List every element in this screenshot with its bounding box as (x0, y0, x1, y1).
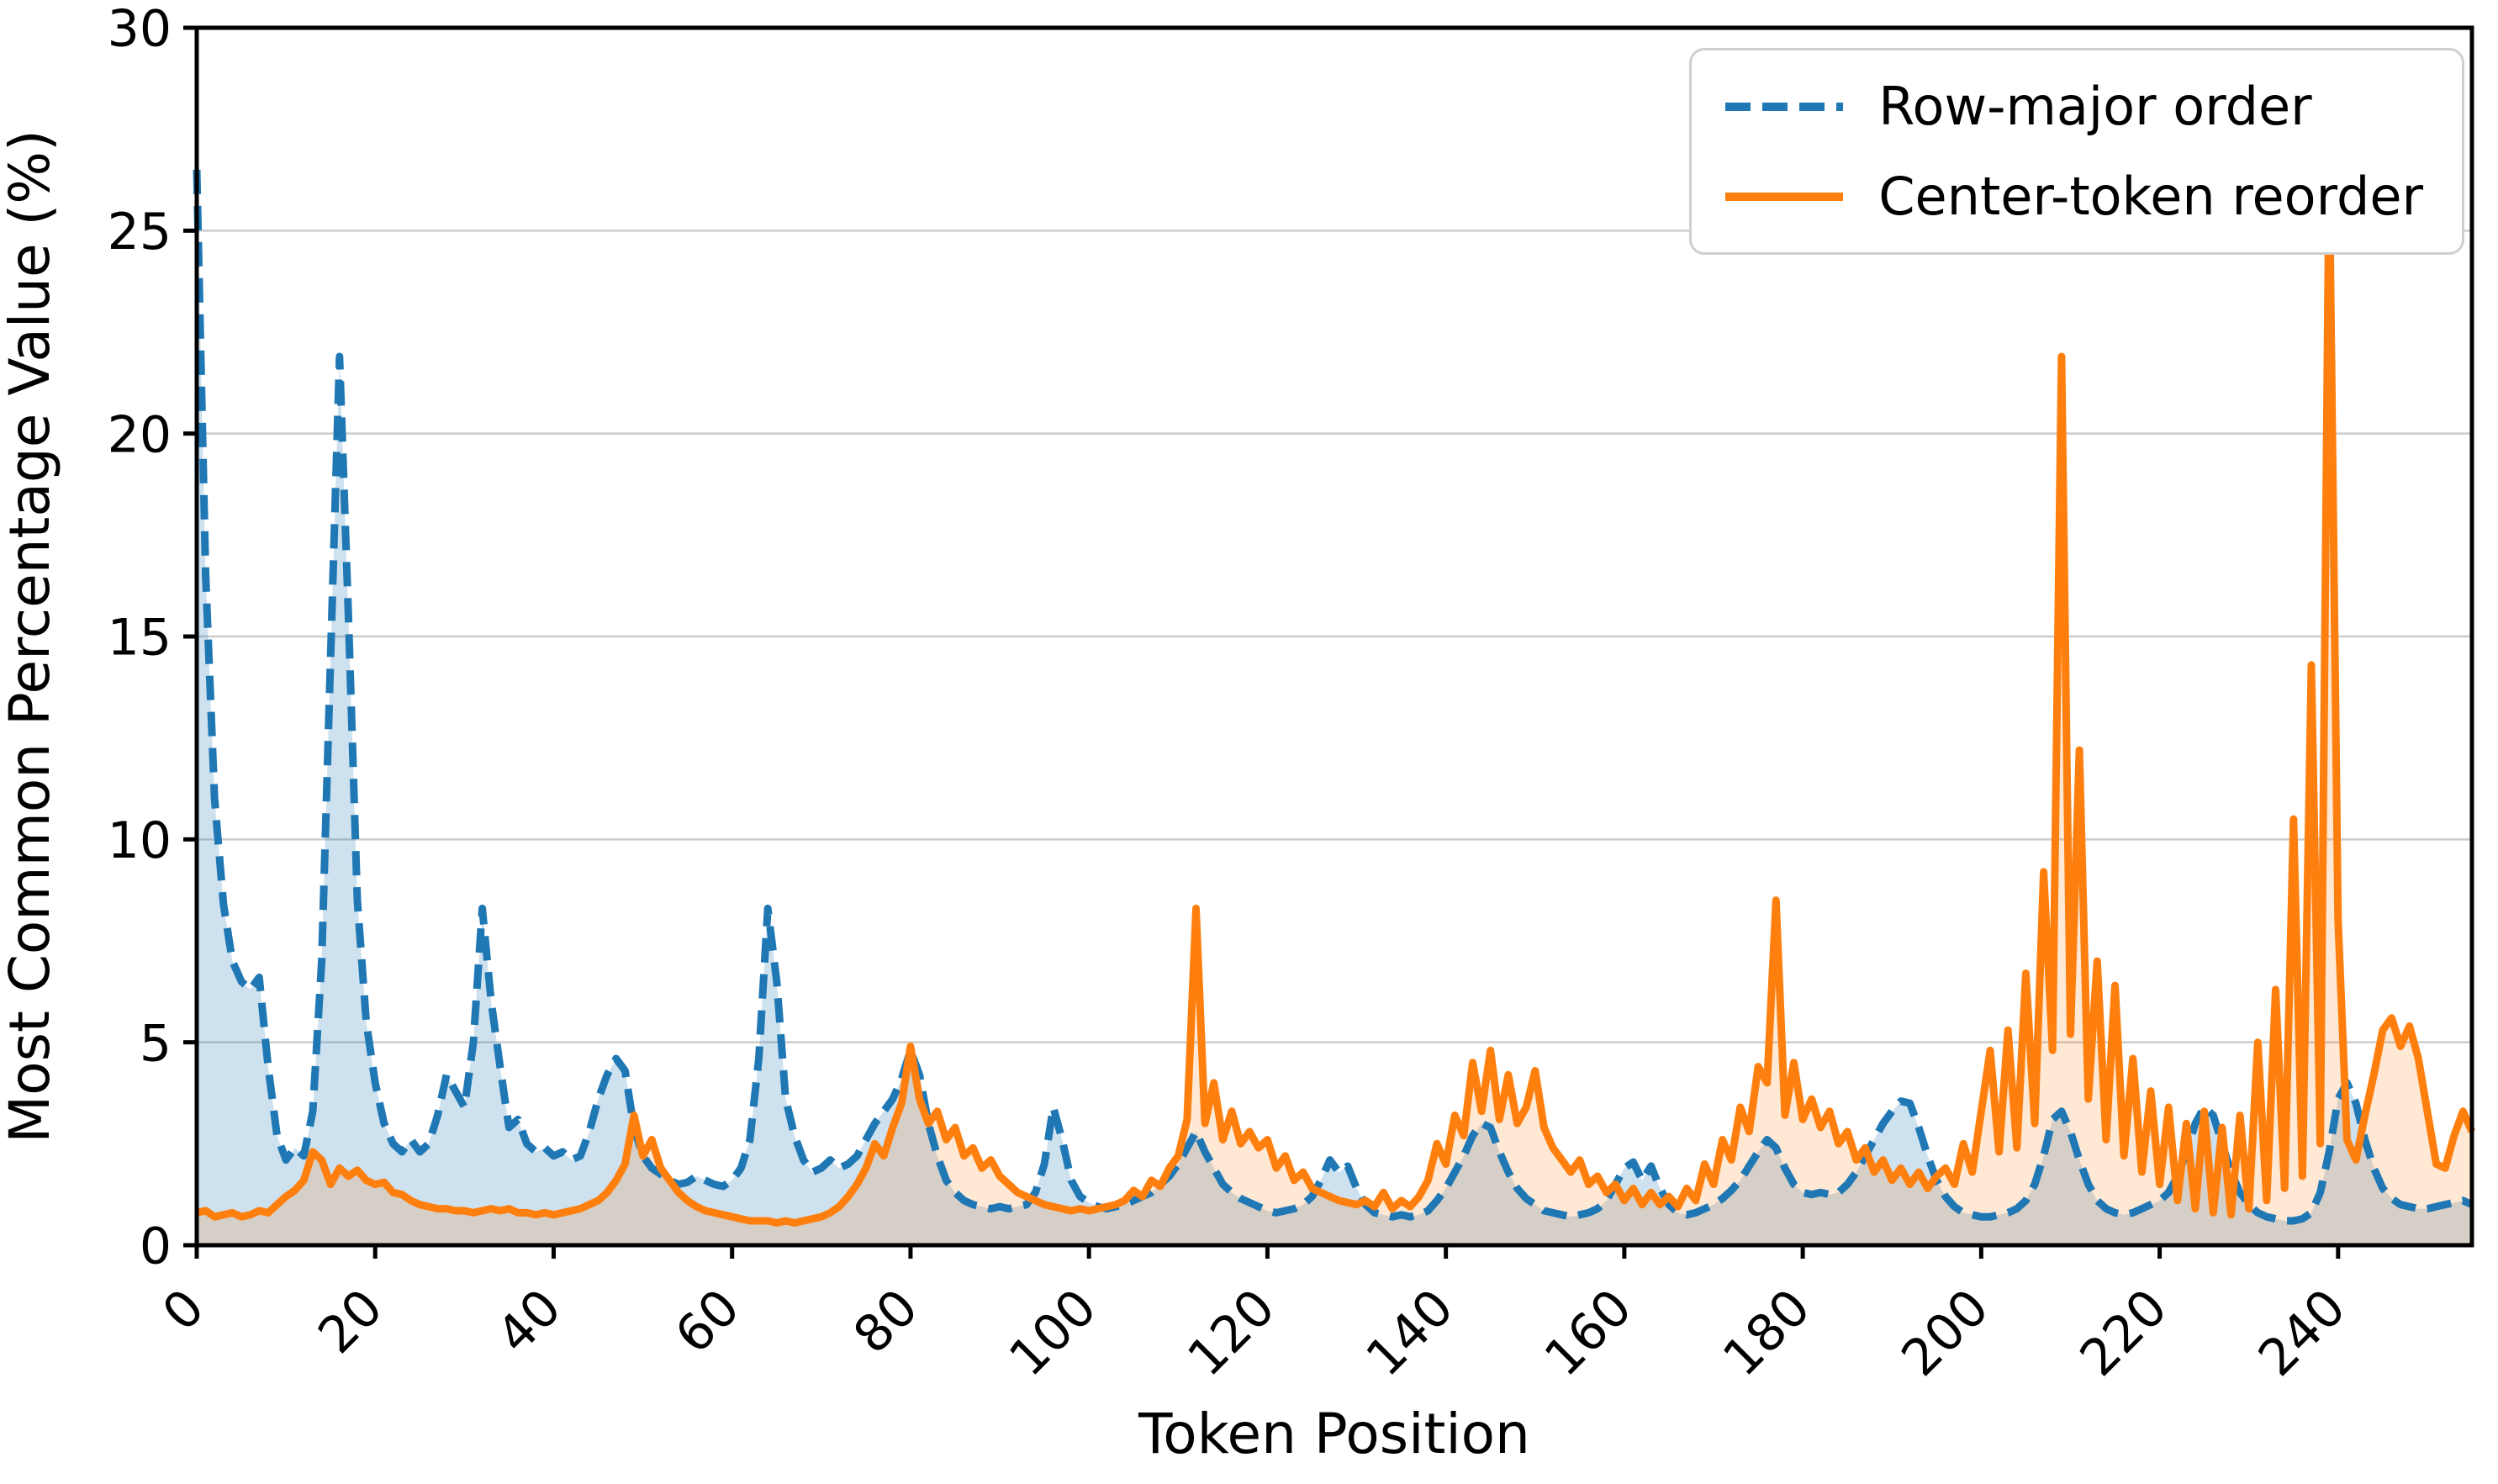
line-row-major-order (193, 169, 2474, 1225)
x-tick-label-240: 240 (2247, 1278, 2357, 1387)
y-tick-label-30: 30 (108, 0, 172, 59)
x-tick-label-40: 40 (486, 1278, 573, 1365)
y-tick-label-0: 0 (140, 1217, 172, 1276)
y-axis-label: Most Common Percentage Value (%) (0, 129, 62, 1143)
x-tick-label-200: 200 (1890, 1278, 1999, 1387)
legend-item-row-major: Row-major order (1725, 79, 2423, 134)
x-tick-label-100: 100 (998, 1278, 1107, 1387)
legend-item-center-token: Center-token reorder (1725, 169, 2423, 224)
legend: Row-major order Center-token reorder (1689, 48, 2464, 256)
x-tick-label-160: 160 (1534, 1278, 1643, 1387)
y-tick-label-5: 5 (140, 1014, 172, 1073)
line-center-token-reorder (196, 157, 2476, 1227)
dashed-line-icon (1725, 102, 1844, 111)
solid-line-icon (1725, 192, 1844, 201)
x-axis-label: Token Position (1138, 1402, 1530, 1466)
x-tick-label-120: 120 (1177, 1278, 1286, 1387)
y-tick-label-15: 15 (108, 609, 172, 668)
x-tick-label-80: 80 (842, 1278, 929, 1365)
y-tick-label-25: 25 (108, 203, 172, 261)
x-tick-label-60: 60 (664, 1278, 751, 1365)
legend-label-center-token: Center-token reorder (1878, 166, 2423, 228)
x-tick-label-0: 0 (151, 1278, 216, 1343)
grid-lines (197, 230, 2472, 1043)
x-tick-label-180: 180 (1712, 1278, 1821, 1387)
y-tick-label-20: 20 (108, 405, 172, 464)
series-lines (193, 157, 2476, 1227)
legend-label-row-major: Row-major order (1878, 76, 2312, 137)
x-tick-label-20: 20 (307, 1278, 393, 1365)
x-tick-label-140: 140 (1355, 1278, 1465, 1387)
x-tick-label-220: 220 (2069, 1278, 2178, 1387)
y-tick-label-10: 10 (108, 811, 172, 870)
